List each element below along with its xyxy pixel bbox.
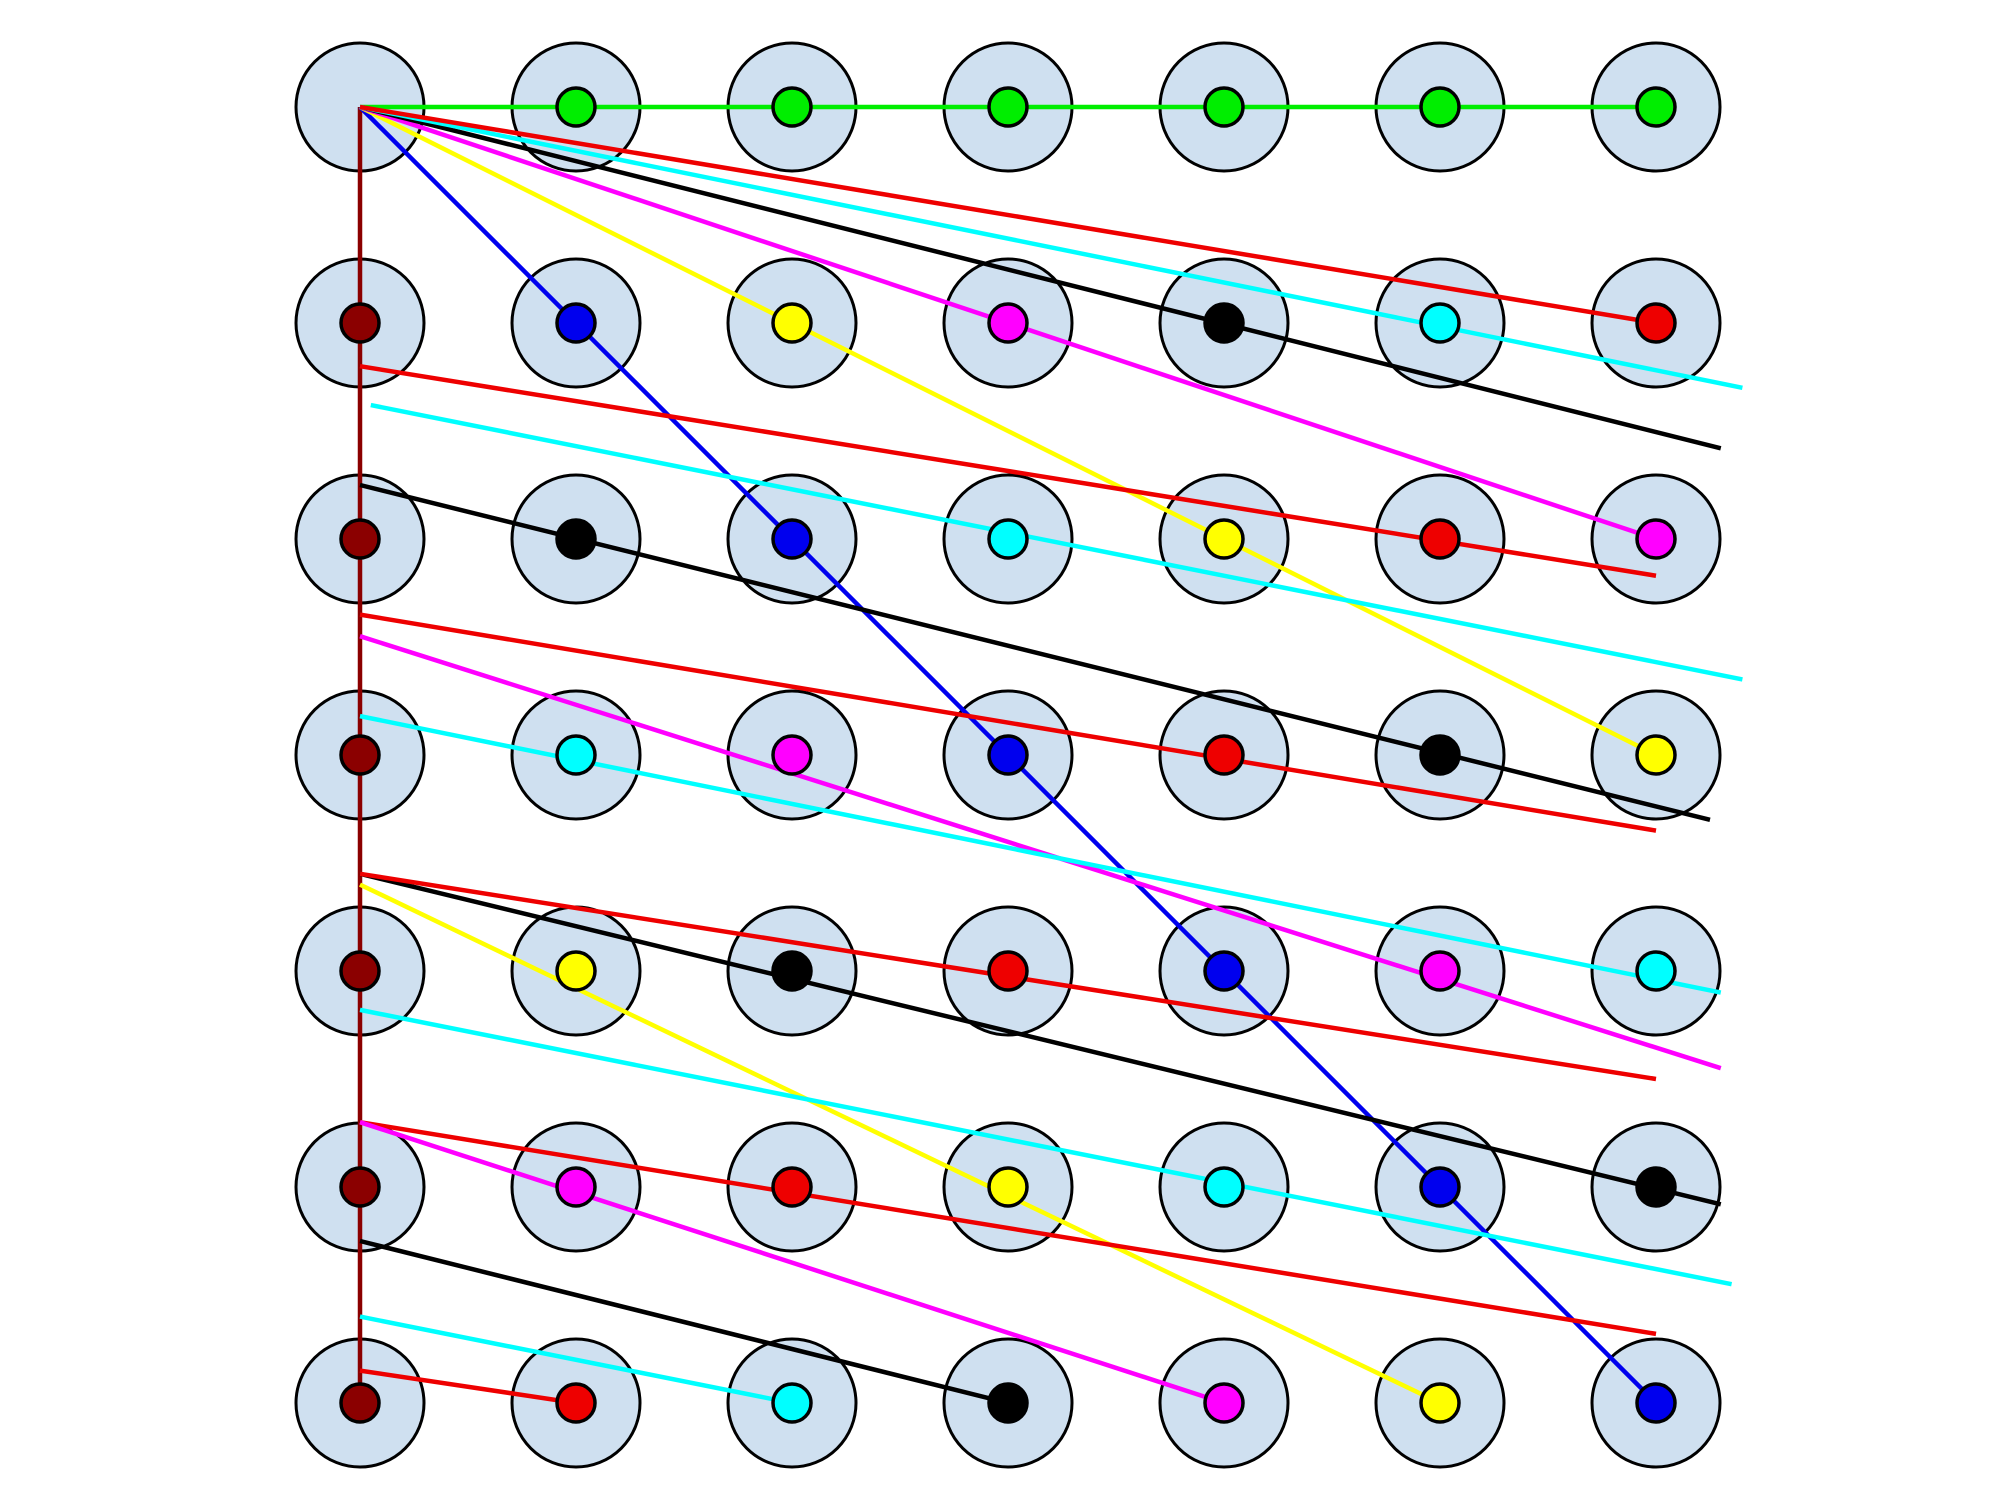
dot-0-2 (771, 86, 813, 128)
dot-3-0 (339, 734, 381, 776)
red-line-5 (359, 1119, 1657, 1337)
dot-6-6 (1635, 1382, 1677, 1424)
dot-6-5 (1419, 1382, 1461, 1424)
dot-6-4 (1203, 1382, 1245, 1424)
dot-1-1 (555, 302, 597, 344)
dot-2-3 (987, 518, 1029, 560)
yellow-line-1 (358, 104, 1658, 758)
dot-4-5 (1419, 950, 1461, 992)
black-line-3 (359, 871, 1722, 1207)
dot-5-1 (555, 1166, 597, 1208)
dot-3-1 (555, 734, 597, 776)
dot-1-3 (987, 302, 1029, 344)
dot-5-4 (1203, 1166, 1245, 1208)
dot-1-4 (1203, 302, 1245, 344)
cyan-line-5 (359, 1314, 793, 1406)
dot-0-6 (1635, 86, 1677, 128)
dot-6-1 (555, 1382, 597, 1424)
dot-6-0 (339, 1382, 381, 1424)
dot-3-3 (987, 734, 1029, 776)
red-line-1 (359, 104, 1657, 326)
dot-2-4 (1203, 518, 1245, 560)
dot-1-6 (1635, 302, 1677, 344)
dot-1-5 (1419, 302, 1461, 344)
dot-3-2 (771, 734, 813, 776)
dot-5-0 (339, 1166, 381, 1208)
dot-0-1 (555, 86, 597, 128)
dot-3-4 (1203, 734, 1245, 776)
dot-6-2 (771, 1382, 813, 1424)
dot-4-1 (555, 950, 597, 992)
dot-5-6 (1635, 1166, 1677, 1208)
cyan-line-2 (370, 402, 1743, 682)
dot-3-5 (1419, 734, 1461, 776)
dot-2-6 (1635, 518, 1677, 560)
black-line-1 (359, 104, 1722, 451)
dot-0-4 (1203, 86, 1245, 128)
dots-layer (339, 86, 1677, 1424)
dot-4-6 (1635, 950, 1677, 992)
dot-3-6 (1635, 734, 1677, 776)
dot-4-2 (771, 950, 813, 992)
dot-4-4 (1203, 950, 1245, 992)
dot-2-2 (771, 518, 813, 560)
dot-1-2 (771, 302, 813, 344)
black-line-4 (359, 1238, 1009, 1406)
dot-5-3 (987, 1166, 1029, 1208)
red-line-3 (359, 612, 1657, 833)
dot-5-2 (771, 1166, 813, 1208)
cyan-line-4 (359, 1007, 1733, 1287)
red-line-6 (359, 1368, 577, 1406)
dot-6-3 (987, 1382, 1029, 1424)
dot-1-0 (339, 302, 381, 344)
yellow-line-2 (359, 882, 1441, 1406)
dot-0-5 (1419, 86, 1461, 128)
dot-2-1 (555, 518, 597, 560)
dot-4-0 (339, 950, 381, 992)
cyan-line-1 (359, 104, 1743, 391)
dot-5-5 (1419, 1166, 1461, 1208)
dot-0-3 (987, 86, 1029, 128)
dot-2-0 (339, 518, 381, 560)
magenta-line-3 (359, 1120, 1225, 1406)
dot-4-3 (987, 950, 1029, 992)
dot-2-5 (1419, 518, 1461, 560)
